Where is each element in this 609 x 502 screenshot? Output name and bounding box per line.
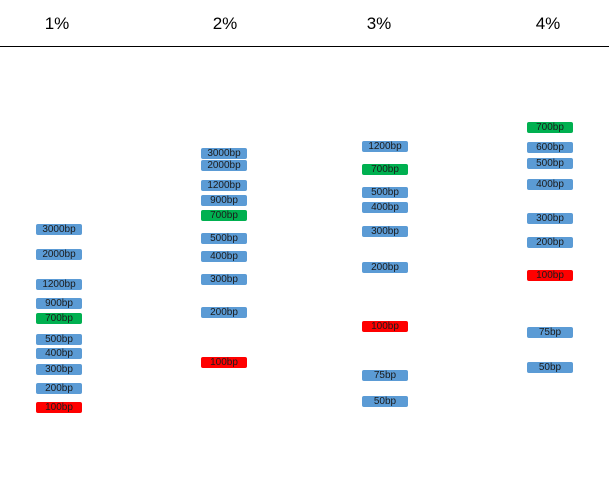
gel-band: 900bp: [201, 195, 247, 206]
gel-band: 700bp: [362, 164, 408, 175]
gel-band: 2000bp: [201, 160, 247, 171]
lane-header-1pct: 1%: [44, 14, 70, 33]
gel-band: 300bp: [36, 364, 82, 375]
gel-band: 1200bp: [201, 180, 247, 191]
gel-band: 200bp: [36, 383, 82, 394]
gel-band: 100bp: [36, 402, 82, 413]
gel-band: 500bp: [36, 334, 82, 345]
gel-band: 400bp: [201, 251, 247, 262]
header-divider: [0, 46, 609, 47]
gel-band: 700bp: [36, 313, 82, 324]
gel-band: 1200bp: [36, 279, 82, 290]
gel-band: 300bp: [201, 274, 247, 285]
gel-band: 1200bp: [362, 141, 408, 152]
gel-band: 75bp: [362, 370, 408, 381]
gel-band: 200bp: [362, 262, 408, 273]
gel-band: 2000bp: [36, 249, 82, 260]
gel-band: 700bp: [201, 210, 247, 221]
gel-band: 700bp: [527, 122, 573, 133]
gel-band: 400bp: [362, 202, 408, 213]
lane-header-4pct: 4%: [535, 14, 561, 33]
gel-band: 100bp: [362, 321, 408, 332]
gel-band: 600bp: [527, 142, 573, 153]
gel-band: 300bp: [527, 213, 573, 224]
gel-band: 200bp: [527, 237, 573, 248]
gel-band: 400bp: [36, 348, 82, 359]
gel-band: 100bp: [201, 357, 247, 368]
gel-band: 500bp: [527, 158, 573, 169]
gel-band: 50bp: [362, 396, 408, 407]
gel-band: 75bp: [527, 327, 573, 338]
gel-band: 100bp: [527, 270, 573, 281]
gel-band: 500bp: [362, 187, 408, 198]
lane-header-3pct: 3%: [366, 14, 392, 33]
gel-band: 200bp: [201, 307, 247, 318]
gel-band: 300bp: [362, 226, 408, 237]
lane-header-2pct: 2%: [212, 14, 238, 33]
gel-band: 3000bp: [201, 148, 247, 159]
gel-band: 3000bp: [36, 224, 82, 235]
gel-band: 50bp: [527, 362, 573, 373]
gel-band: 400bp: [527, 179, 573, 190]
gel-band: 500bp: [201, 233, 247, 244]
gel-band: 900bp: [36, 298, 82, 309]
